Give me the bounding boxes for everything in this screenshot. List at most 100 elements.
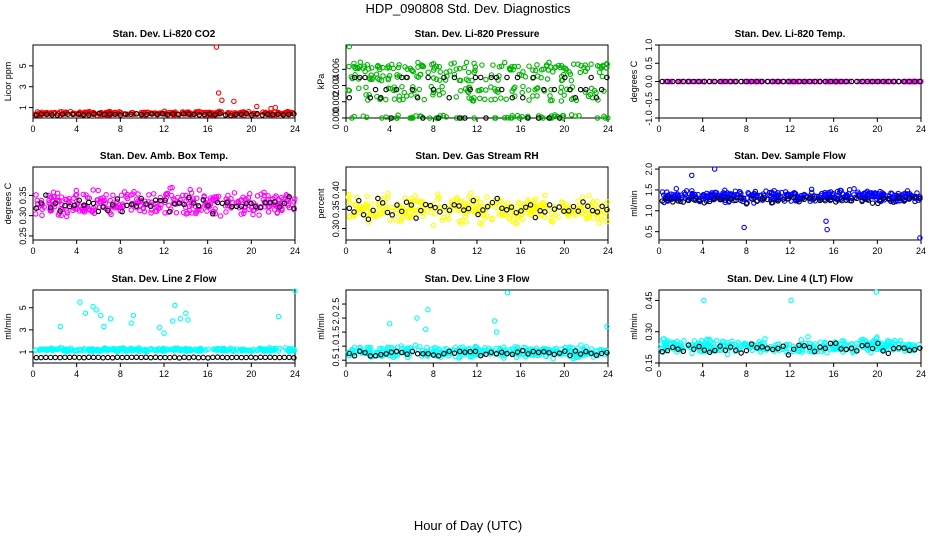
hourly-point [291,205,297,212]
data-point [475,87,481,94]
data-point [880,342,886,348]
data-point [567,71,574,78]
data-point [526,97,532,103]
hourly-point [822,345,829,352]
data-point [103,346,109,352]
hourly-point [504,350,510,357]
data-point [507,67,514,73]
hourly-point [880,348,886,354]
data-point [395,112,401,118]
hourly-point [675,346,681,352]
hourly-point [262,354,269,361]
data-point [605,115,611,121]
hourly-point [159,111,166,117]
hourly-point [670,344,676,351]
hourly-point [817,344,823,350]
hourly-point [604,206,610,213]
hourly-point [57,354,63,361]
data-point [560,115,566,121]
hourly-point [133,354,140,361]
data-point [530,67,536,73]
hourly-point [70,111,76,118]
hourly-point [54,112,61,118]
data-point [482,96,488,103]
data-point [378,77,385,84]
data-point [530,198,537,204]
data-point [469,77,475,84]
hourly-point [388,115,395,121]
hourly-point [286,193,292,200]
y-axis-label: ml/min [629,190,639,217]
hourly-point [259,112,266,118]
data-point [34,109,41,115]
hourly-point [264,111,271,118]
hourly-point [508,204,515,210]
hourly-point [890,78,897,85]
data-point [196,187,203,193]
hourly-point [393,348,400,355]
data-point [737,189,743,195]
data-point [110,192,116,199]
hourly-point [472,348,479,355]
data-point [917,235,923,241]
data-point [42,346,48,353]
data-point [424,208,431,214]
hourly-point [149,111,155,117]
data-point [472,67,478,74]
data-point [425,306,431,313]
data-point [32,211,39,217]
data-point [388,351,395,357]
data-point [711,166,718,172]
hourly-point [827,340,834,347]
hourly-point [556,204,562,210]
hourly-point [817,78,823,85]
hourly-point [685,197,692,204]
data-point [148,207,155,213]
data-point [594,115,601,121]
hourly-point [869,200,876,206]
hourly-point [812,195,818,201]
hourly-point [562,74,568,81]
hourly-point [706,78,713,85]
data-point [807,198,813,204]
data-point [819,190,825,197]
data-point [499,212,506,219]
hourly-point [367,94,374,101]
hourly-point [122,111,129,117]
hourly-point [351,353,358,359]
data-point [583,215,589,222]
hourly-point [901,345,907,351]
data-point [396,93,403,99]
hourly-point [535,115,542,121]
hourly-point [222,112,229,118]
hourly-point [827,78,834,85]
hourly-point [276,204,283,210]
data-point [550,69,556,75]
y-tick-label: 0.006 [331,58,341,81]
hourly-point [864,78,871,85]
y-tick-label: 0.5 [644,57,654,70]
data-point [352,65,359,72]
data-point [543,353,549,360]
data-point [369,76,375,83]
data-point [504,115,511,121]
y-tick-label: 5 [18,305,28,310]
hourly-point [425,350,431,357]
data-point [701,297,707,304]
hourly-point [441,203,448,210]
data-point [560,71,567,78]
hourly-point [801,343,807,349]
data-point [53,346,59,353]
hourly-point [664,195,671,202]
data-point [416,86,423,93]
data-point [408,92,414,98]
hourly-point [790,78,797,85]
data-point [513,354,520,361]
x-tick-label: 24 [603,369,613,379]
hourly-point [107,111,113,117]
hourly-point [527,202,534,208]
hourly-point [911,195,918,201]
data-point [596,69,603,76]
data-point [437,69,444,75]
data-point [250,211,256,218]
